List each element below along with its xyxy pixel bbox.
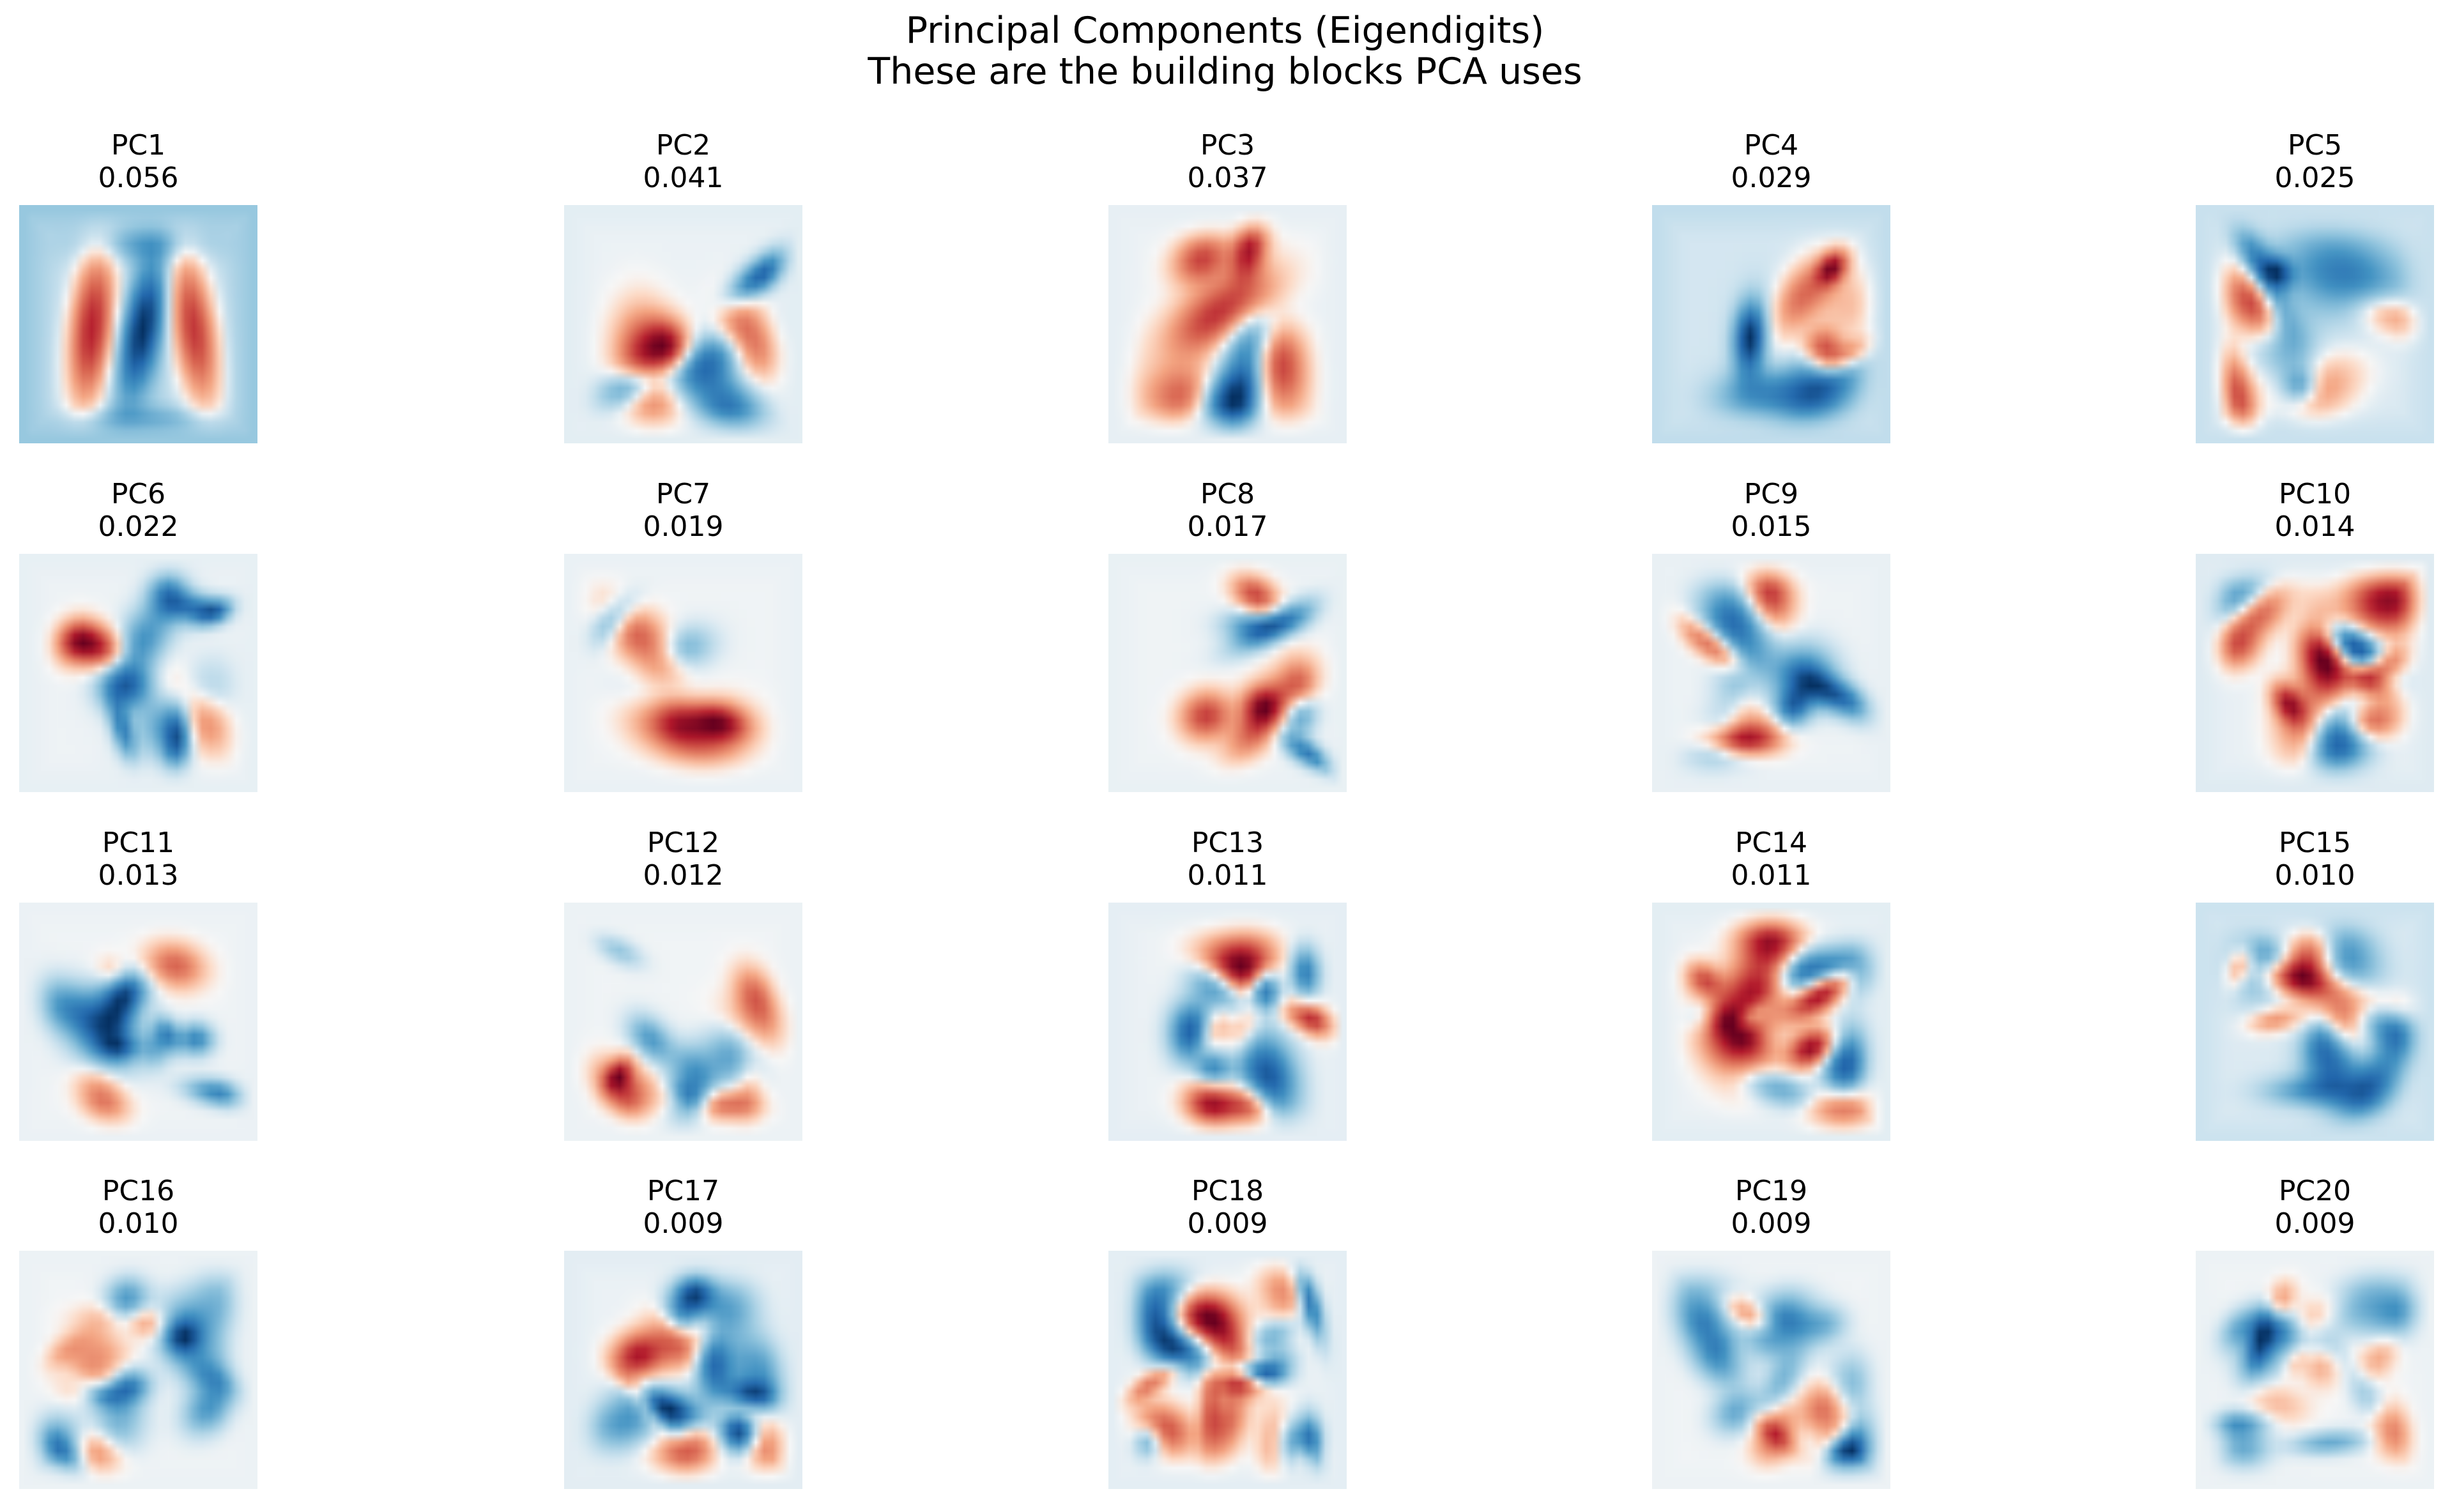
component-label: PC19 <box>1734 1175 1808 1207</box>
panel-title: PC14 0.011 <box>1614 827 1929 892</box>
explained-variance-ratio: 0.010 <box>2274 859 2355 892</box>
explained-variance-ratio: 0.010 <box>98 1207 179 1241</box>
eigendigit-image <box>1652 554 1890 792</box>
component-label: PC15 <box>2278 827 2352 859</box>
eigendigit-image <box>1108 1251 1347 1489</box>
explained-variance-ratio: 0.011 <box>1731 859 1812 892</box>
figure-title: Principal Components (Eigendigits) These… <box>0 10 2450 93</box>
panel-title: PC9 0.015 <box>1614 478 1929 544</box>
component-label: PC10 <box>2278 478 2352 510</box>
eigendigit-image <box>564 1251 802 1489</box>
explained-variance-ratio: 0.009 <box>2274 1207 2355 1241</box>
panel-title: PC19 0.009 <box>1614 1175 1929 1241</box>
explained-variance-ratio: 0.056 <box>98 162 179 195</box>
explained-variance-ratio: 0.009 <box>1731 1207 1812 1241</box>
panel-title: PC1 0.056 <box>0 129 296 195</box>
panel-title: PC5 0.025 <box>2157 129 2450 195</box>
component-label: PC11 <box>102 827 175 859</box>
component-label: PC6 <box>111 478 166 510</box>
eigendigit-image <box>2196 554 2434 792</box>
explained-variance-ratio: 0.011 <box>1187 859 1268 892</box>
eigendigit-image <box>19 205 257 443</box>
explained-variance-ratio: 0.015 <box>1731 510 1812 544</box>
panel-title: PC10 0.014 <box>2157 478 2450 544</box>
eigendigit-image <box>1108 554 1347 792</box>
component-label: PC18 <box>1191 1175 1264 1207</box>
explained-variance-ratio: 0.019 <box>643 510 724 544</box>
eigendigit-image <box>1652 1251 1890 1489</box>
figure-title-line2: These are the building blocks PCA uses <box>868 50 1582 93</box>
eigendigit-image <box>2196 903 2434 1141</box>
component-label: PC9 <box>1743 478 1799 510</box>
component-label: PC2 <box>655 129 711 162</box>
explained-variance-ratio: 0.013 <box>98 859 179 892</box>
explained-variance-ratio: 0.012 <box>643 859 724 892</box>
panel-title: PC13 0.011 <box>1070 827 1385 892</box>
eigendigit-image <box>19 903 257 1141</box>
component-label: PC12 <box>647 827 720 859</box>
explained-variance-ratio: 0.022 <box>98 510 179 544</box>
explained-variance-ratio: 0.009 <box>1187 1207 1268 1241</box>
explained-variance-ratio: 0.014 <box>2274 510 2355 544</box>
eigendigit-image <box>19 554 257 792</box>
panel-title: PC20 0.009 <box>2157 1175 2450 1241</box>
eigendigit-image <box>1652 205 1890 443</box>
panel-title: PC3 0.037 <box>1070 129 1385 195</box>
panel-title: PC16 0.010 <box>0 1175 296 1241</box>
eigendigit-image <box>19 1251 257 1489</box>
panel-title: PC7 0.019 <box>526 478 841 544</box>
eigendigit-image <box>564 903 802 1141</box>
explained-variance-ratio: 0.025 <box>2274 162 2355 195</box>
explained-variance-ratio: 0.017 <box>1187 510 1268 544</box>
eigendigit-image <box>1108 205 1347 443</box>
component-label: PC14 <box>1734 827 1808 859</box>
component-label: PC3 <box>1200 129 1255 162</box>
panel-title: PC8 0.017 <box>1070 478 1385 544</box>
figure-title-line1: Principal Components (Eigendigits) <box>905 10 1545 52</box>
eigendigit-image <box>2196 1251 2434 1489</box>
panel-title: PC4 0.029 <box>1614 129 1929 195</box>
explained-variance-ratio: 0.037 <box>1187 162 1268 195</box>
eigendigit-image <box>564 554 802 792</box>
panel-title: PC17 0.009 <box>526 1175 841 1241</box>
component-label: PC5 <box>2287 129 2343 162</box>
eigendigit-image <box>2196 205 2434 443</box>
component-label: PC4 <box>1743 129 1799 162</box>
panel-title: PC2 0.041 <box>526 129 841 195</box>
explained-variance-ratio: 0.029 <box>1731 162 1812 195</box>
panel-title: PC6 0.022 <box>0 478 296 544</box>
panel-title: PC12 0.012 <box>526 827 841 892</box>
panel-title: PC15 0.010 <box>2157 827 2450 892</box>
component-label: PC13 <box>1191 827 1264 859</box>
explained-variance-ratio: 0.009 <box>643 1207 724 1241</box>
eigendigit-image <box>564 205 802 443</box>
component-label: PC8 <box>1200 478 1255 510</box>
eigendigit-image <box>1652 903 1890 1141</box>
component-label: PC17 <box>647 1175 720 1207</box>
panel-title: PC18 0.009 <box>1070 1175 1385 1241</box>
eigendigit-image <box>1108 903 1347 1141</box>
component-label: PC1 <box>111 129 166 162</box>
panel-title: PC11 0.013 <box>0 827 296 892</box>
component-label: PC16 <box>102 1175 175 1207</box>
explained-variance-ratio: 0.041 <box>643 162 724 195</box>
component-label: PC7 <box>655 478 711 510</box>
component-label: PC20 <box>2278 1175 2352 1207</box>
